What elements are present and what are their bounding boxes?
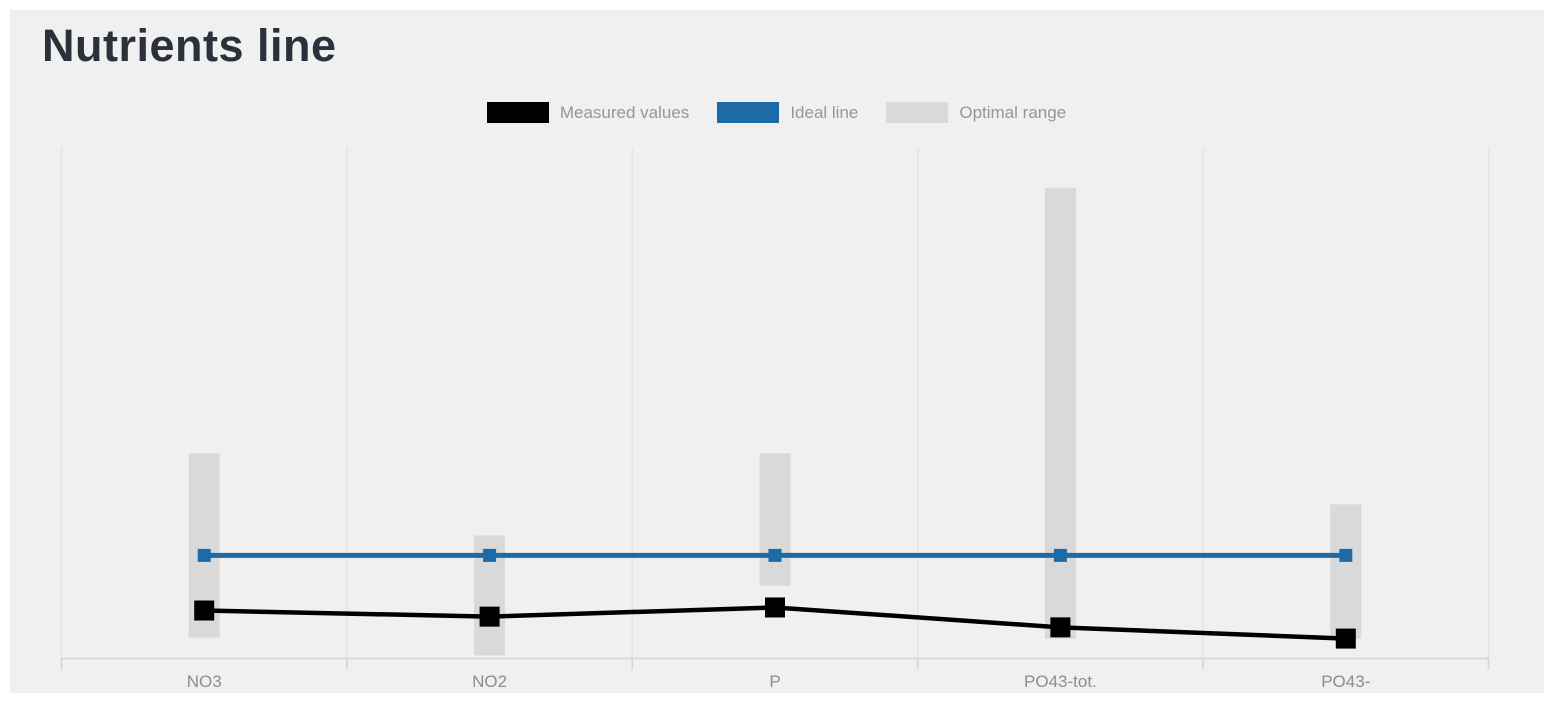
legend-item-optimal-range[interactable]: Optimal range xyxy=(886,102,1066,123)
legend-swatch xyxy=(717,102,780,123)
x-tick-label: NO2 xyxy=(472,672,507,691)
ideal-line-marker[interactable] xyxy=(1053,548,1067,562)
x-tick-label: P xyxy=(769,672,780,691)
legend-swatch xyxy=(486,102,549,123)
series-group xyxy=(194,548,1356,649)
legend-item-measured-values[interactable]: Measured values xyxy=(486,102,690,123)
x-tick-labels-group: NO3 NO2 P PO43-tot. PO43- xyxy=(187,672,1371,691)
axis-group xyxy=(60,657,1490,670)
legend-label: Measured values xyxy=(559,102,690,122)
measured-values-marker[interactable] xyxy=(479,606,500,627)
measured-values-marker[interactable] xyxy=(1335,628,1356,649)
chart-legend: Measured values Ideal line Optimal range xyxy=(0,102,1553,123)
optimal-range-bar xyxy=(1330,504,1362,639)
x-tick-label: PO43- xyxy=(1321,672,1370,691)
measured-values-marker[interactable] xyxy=(765,597,785,618)
legend-swatch xyxy=(886,102,949,123)
measured-values-marker[interactable] xyxy=(1050,617,1071,638)
legend-label: Ideal line xyxy=(790,102,859,122)
optimal-range-bar xyxy=(759,453,791,586)
ideal-line-marker[interactable] xyxy=(197,548,211,562)
optimal-range-bars-group xyxy=(188,187,1362,656)
measured-values-marker[interactable] xyxy=(194,600,215,621)
ideal-line-marker[interactable] xyxy=(1339,548,1353,562)
legend-label: Optimal range xyxy=(959,102,1067,122)
gridlines-group xyxy=(60,148,1490,659)
ideal-line-marker[interactable] xyxy=(483,548,497,562)
optimal-range-bar xyxy=(1044,187,1076,639)
legend-item-ideal-line[interactable]: Ideal line xyxy=(717,102,858,123)
chart-title: Nutrients line xyxy=(42,20,337,71)
x-tick-label: NO3 xyxy=(187,672,222,691)
x-tick-label: PO43-tot. xyxy=(1024,672,1097,691)
ideal-line-marker[interactable] xyxy=(768,548,782,562)
